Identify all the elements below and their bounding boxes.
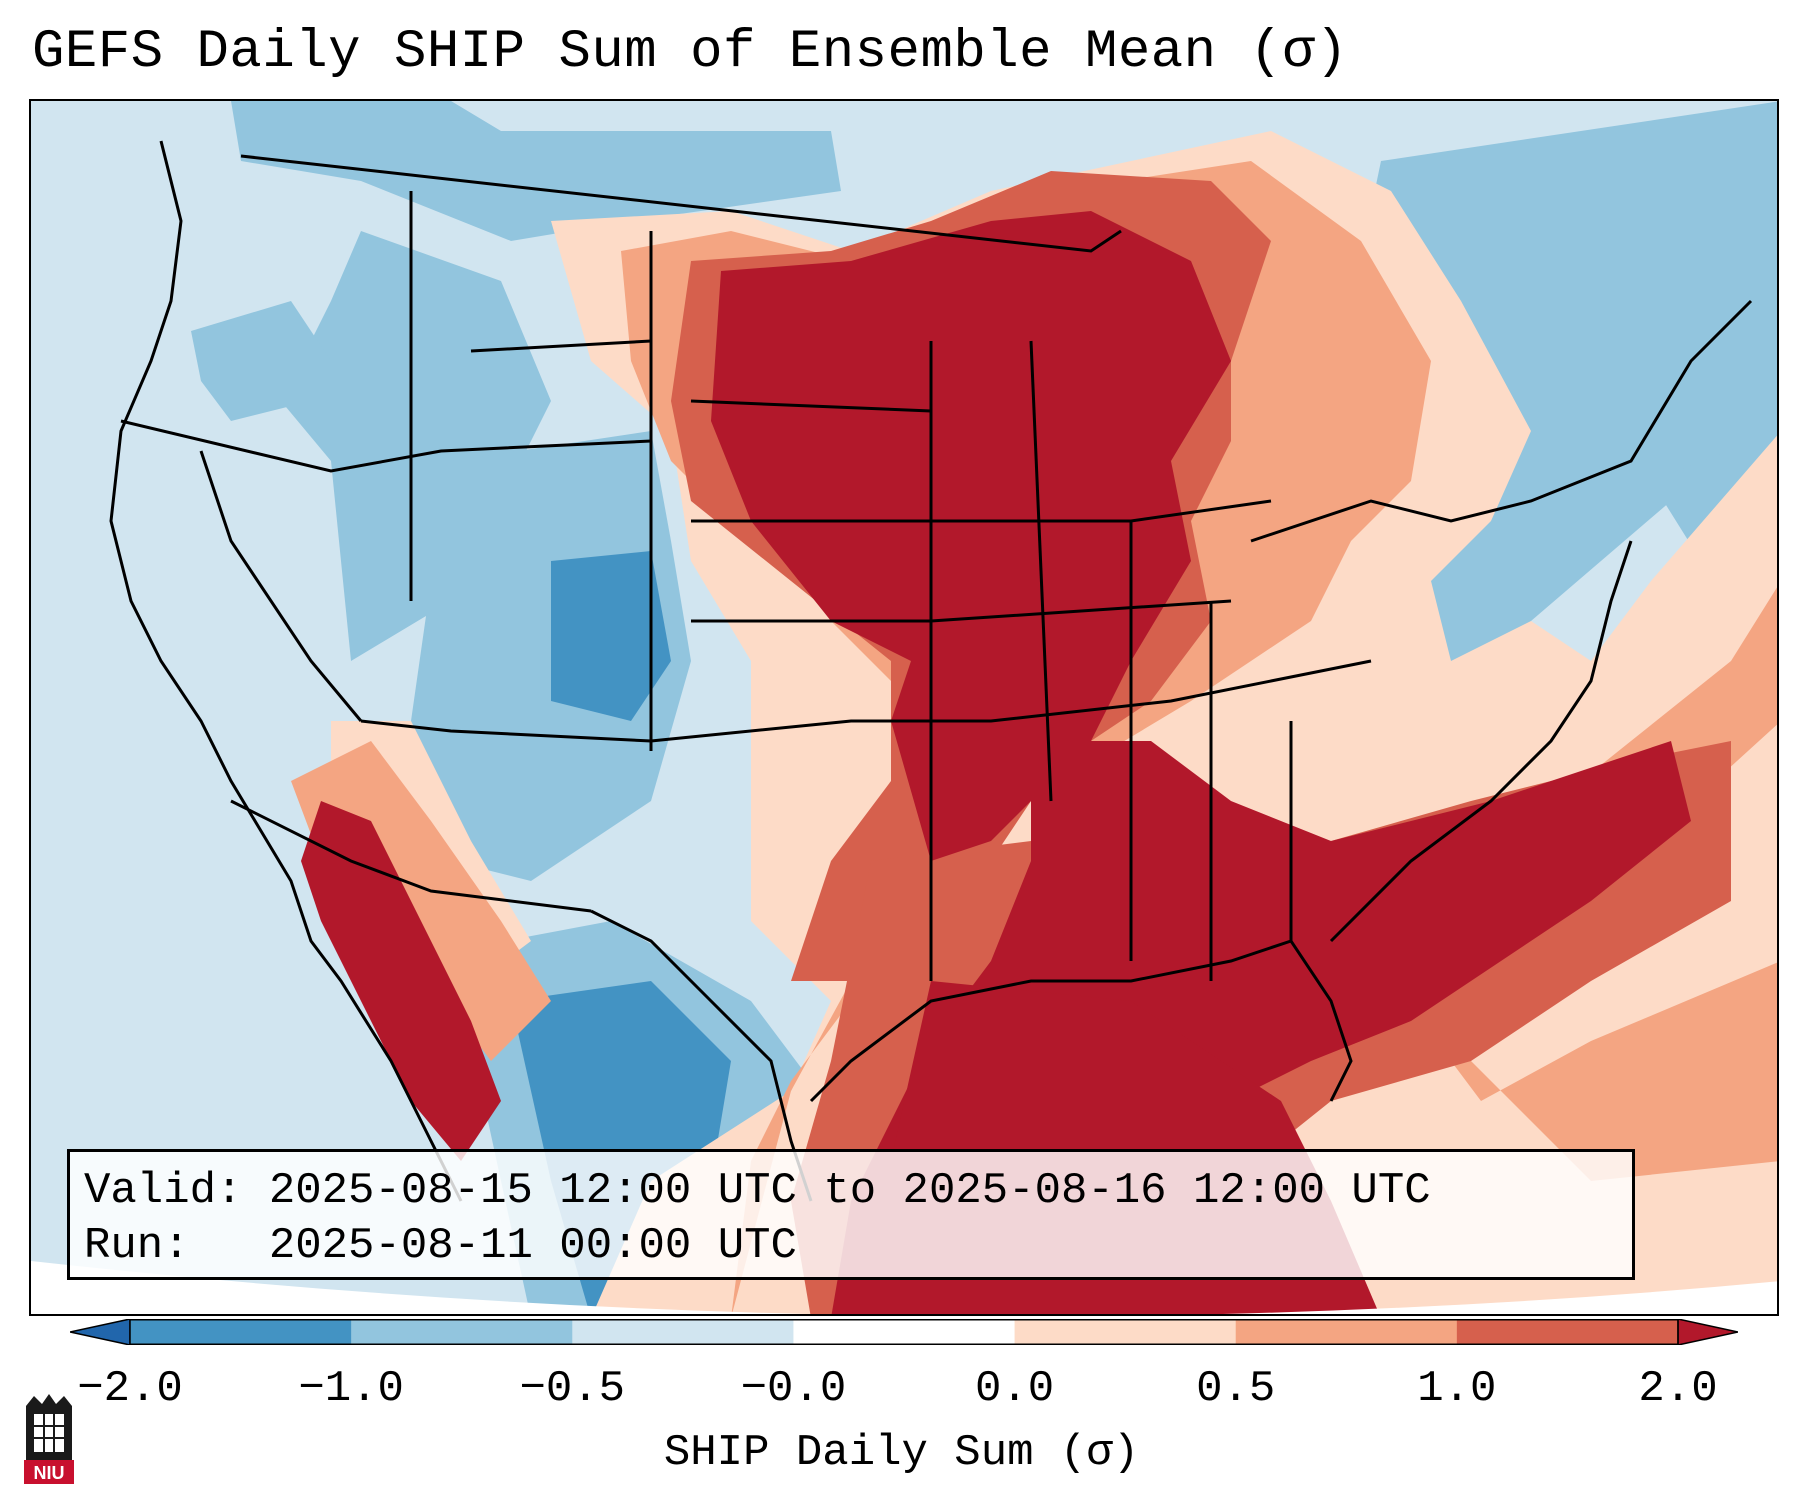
wisconsin-illinois-border (1029, 340, 1053, 802)
colorbar-tick-label: −0.0 (740, 1364, 847, 1414)
logo-text: NIU (34, 1463, 65, 1483)
validity-info-box: Valid: 2025-08-15 12:00 UTC to 2025-08-1… (67, 1149, 1635, 1280)
colorbar-tick-label: 0.5 (1196, 1364, 1276, 1414)
colorbar-label: SHIP Daily Sum (σ) (663, 1428, 1140, 1478)
northern-border-line (120, 419, 652, 473)
chart-title: GEFS Daily SHIP Sum of Ensemble Mean (σ) (32, 22, 1349, 83)
colorbar-bin (351, 1319, 573, 1345)
colorbar-extend-high (1677, 1319, 1738, 1345)
map-panel[interactable] (29, 99, 1779, 1316)
colorbar-tick-label: 2.0 (1638, 1364, 1718, 1414)
colorbar-tick-label: −0.5 (519, 1364, 626, 1414)
colorbar (70, 1319, 1738, 1345)
colorbar-bin (1014, 1319, 1237, 1345)
colorbar-tick-label: −1.0 (298, 1364, 404, 1414)
run-label: Run: (84, 1221, 190, 1271)
valid-value: 2025-08-15 12:00 UTC to 2025-08-16 12:00… (268, 1166, 1431, 1216)
atlantic-coastline (1329, 540, 1633, 943)
niu-logo-icon: NIU (24, 1394, 74, 1484)
california-strong-positive (301, 801, 501, 1161)
colorbar-tick-label: −2.0 (77, 1364, 183, 1414)
oregon-negative-region (191, 301, 331, 421)
valid-label: Valid: (84, 1166, 243, 1216)
colorbar-bin (1456, 1319, 1679, 1345)
colorbar-outline (129, 1319, 1679, 1345)
mexico-border-west (230, 799, 592, 913)
colorbar-bin (1235, 1319, 1458, 1345)
colorbar-bin (793, 1319, 1016, 1345)
colorbar-bin (572, 1319, 794, 1345)
run-value: 2025-08-11 00:00 UTC (268, 1221, 797, 1271)
colorbar-extend-low (70, 1319, 131, 1345)
logo-badge (24, 1460, 74, 1484)
anomaly-field (31, 101, 1777, 1314)
colorado-strong-negative (551, 551, 671, 721)
northeast-border (1250, 299, 1753, 543)
wyoming-border (470, 339, 652, 353)
36n-border (360, 659, 1372, 743)
colorbar-tick-label: 1.0 (1417, 1364, 1497, 1414)
gulf-coastline (809, 939, 1353, 1103)
colorbar-bin (130, 1319, 352, 1345)
nebraska-border (691, 499, 1272, 523)
colorbar-tick-label: 0.0 (974, 1364, 1055, 1414)
pacific-coastline (109, 140, 463, 1202)
projection-edge (31, 1261, 1777, 1314)
canada-border (240, 154, 1122, 253)
sd-border (690, 399, 932, 413)
upper-midwest-strong-positive (711, 211, 1231, 861)
idaho-negative-region (281, 231, 551, 661)
nevada-border (199, 450, 363, 722)
